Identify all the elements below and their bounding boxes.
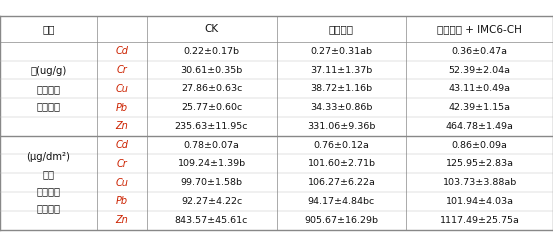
Text: 0.22±0.17b: 0.22±0.17b [184,47,239,56]
Text: 38.72±1.16b: 38.72±1.16b [310,84,373,93]
Text: 101.60±2.71b: 101.60±2.71b [307,159,375,168]
Text: 843.57±45.61c: 843.57±45.61c [175,216,248,225]
Text: 0.36±0.47a: 0.36±0.47a [452,47,508,56]
Text: 集量: 集量 [43,169,54,179]
Text: Zn: Zn [115,215,128,225]
Text: 125.95±2.83a: 125.95±2.83a [446,159,514,168]
Text: 1117.49±25.75a: 1117.49±25.75a [440,216,520,225]
Text: 94.17±4.84bc: 94.17±4.84bc [308,197,375,206]
Text: Cr: Cr [116,65,127,75]
Text: 25.77±0.60c: 25.77±0.60c [181,103,242,112]
Text: 载体材料: 载体材料 [329,24,354,34]
Text: 地上部分: 地上部分 [36,203,60,213]
Text: Cu: Cu [115,178,128,188]
Text: 地上部分: 地上部分 [36,102,60,112]
Text: Zn: Zn [115,121,128,131]
Text: 109.24±1.39b: 109.24±1.39b [178,159,246,168]
Text: 92.27±4.22c: 92.27±4.22c [181,197,242,206]
Text: 量(ug/g): 量(ug/g) [30,66,66,76]
Text: 重金属含: 重金属含 [36,84,60,94]
Text: 0.86±0.09a: 0.86±0.09a [452,140,508,150]
Text: Cd: Cd [115,46,128,56]
Text: Pb: Pb [116,196,128,206]
Text: Pb: Pb [116,103,128,113]
Text: 0.78±0.07a: 0.78±0.07a [184,140,239,150]
Text: Cu: Cu [115,84,128,94]
Text: 处理: 处理 [42,24,55,34]
Text: CK: CK [205,24,218,34]
Text: 载体材料 + IMC6-CH: 载体材料 + IMC6-CH [437,24,522,34]
Text: 103.73±3.88ab: 103.73±3.88ab [442,178,517,187]
Text: 30.61±0.35b: 30.61±0.35b [180,65,243,75]
Text: 464.78±1.49a: 464.78±1.49a [446,122,514,131]
Text: (μg/dm²): (μg/dm²) [27,152,70,162]
Text: Cr: Cr [116,159,127,169]
Text: 42.39±1.15a: 42.39±1.15a [448,103,511,112]
Text: 99.70±1.58b: 99.70±1.58b [180,178,243,187]
Text: 905.67±16.29b: 905.67±16.29b [305,216,378,225]
Text: 235.63±11.95c: 235.63±11.95c [175,122,248,131]
Text: 27.86±0.63c: 27.86±0.63c [181,84,242,93]
Text: 34.33±0.86b: 34.33±0.86b [310,103,373,112]
Text: 0.76±0.12a: 0.76±0.12a [314,140,369,150]
Text: 106.27±6.22a: 106.27±6.22a [307,178,375,187]
Text: 37.11±1.37b: 37.11±1.37b [310,65,373,75]
Text: 0.27±0.31ab: 0.27±0.31ab [310,47,373,56]
Text: Cd: Cd [115,140,128,150]
Text: 52.39±2.04a: 52.39±2.04a [448,65,511,75]
Text: 43.11±0.49a: 43.11±0.49a [448,84,511,93]
Text: 101.94±4.03a: 101.94±4.03a [446,197,514,206]
Text: 重金属富: 重金属富 [36,186,60,196]
Text: 331.06±9.36b: 331.06±9.36b [307,122,375,131]
